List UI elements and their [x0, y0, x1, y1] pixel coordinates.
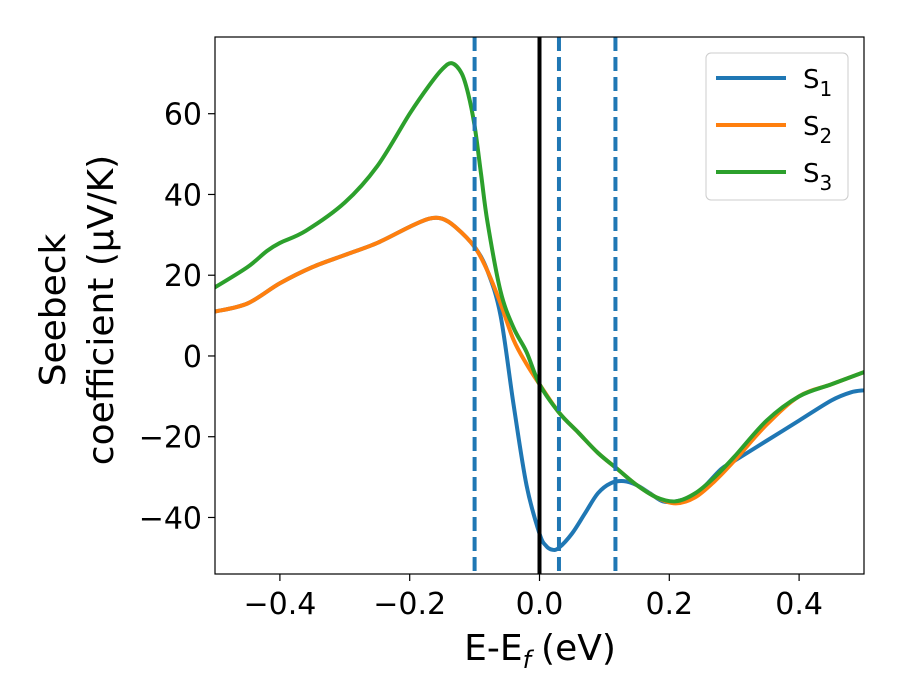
x-axis-label: E-Ef (eV)	[464, 628, 616, 674]
plot-area	[215, 37, 864, 574]
y-tick-label: 40	[164, 178, 202, 213]
x-axis-label-sub: f	[523, 646, 535, 674]
x-tick-label: −0.4	[243, 587, 316, 622]
plot-content	[215, 37, 864, 574]
axes: −0.4 −0.2 0.0 0.2 0.4 60 40 20 0 −20 −40	[139, 36, 865, 622]
x-tick-label: 0.4	[775, 587, 823, 622]
y-tick-label: 60	[164, 98, 202, 133]
y-tick-label: 20	[164, 259, 202, 294]
x-axis-label-unit: (eV)	[541, 628, 616, 669]
y-tick-label: −40	[139, 501, 202, 536]
x-tick-label: 0.0	[516, 587, 564, 622]
legend: S1 S2 S3	[705, 52, 849, 201]
series-line-S2	[215, 215, 864, 506]
y-axis-label-line2: coefficient (μV/K)	[81, 155, 122, 465]
labels: E-Ef (eV) Seebeck coefficient (μV/K)	[33, 155, 616, 674]
y-axis-label-line1: Seebeck	[33, 233, 74, 386]
series-line-S3	[215, 61, 864, 504]
x-tick-label: −0.2	[373, 587, 446, 622]
x-axis-label-main: E-E	[464, 628, 522, 669]
legend-label-S3: S3	[803, 159, 832, 195]
y-tick-label: −20	[139, 421, 202, 456]
y-tick-label: 0	[183, 340, 202, 375]
x-tick-label: 0.2	[645, 587, 693, 622]
legend-label-S1: S1	[803, 65, 832, 101]
legend-label-S2: S2	[803, 112, 832, 148]
